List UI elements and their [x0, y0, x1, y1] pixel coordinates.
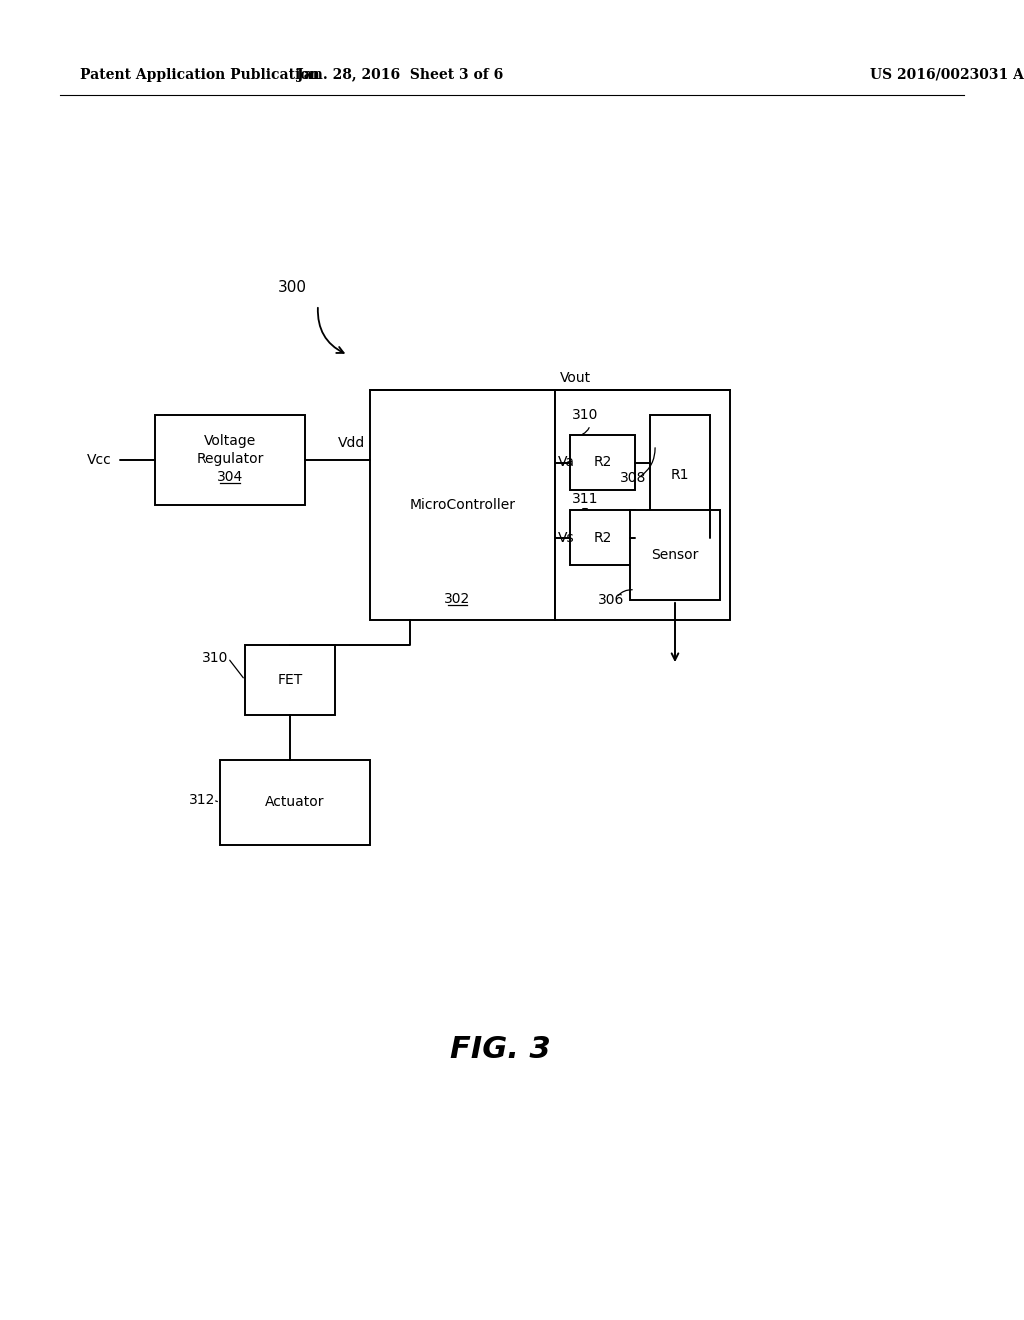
Text: R2: R2: [593, 455, 611, 470]
Bar: [370, 389, 555, 620]
Text: Voltage
Regulator: Voltage Regulator: [197, 434, 264, 466]
Bar: [630, 510, 720, 601]
Text: 310: 310: [572, 408, 598, 422]
Bar: [555, 389, 730, 620]
Text: Vout: Vout: [560, 371, 591, 385]
Text: 308: 308: [620, 471, 646, 484]
Text: 304: 304: [217, 470, 243, 484]
Text: R2: R2: [593, 531, 611, 544]
Text: Vs: Vs: [558, 531, 574, 544]
Text: 302: 302: [444, 591, 471, 606]
Text: 306: 306: [598, 593, 625, 607]
Text: Va: Va: [558, 455, 575, 470]
Text: US 2016/0023031 A1: US 2016/0023031 A1: [870, 69, 1024, 82]
Text: Sensor: Sensor: [651, 548, 698, 562]
Text: 312: 312: [188, 793, 215, 807]
Text: 300: 300: [278, 281, 307, 296]
Bar: [155, 414, 305, 506]
Text: Patent Application Publication: Patent Application Publication: [80, 69, 319, 82]
FancyArrowPatch shape: [583, 428, 589, 434]
Text: FIG. 3: FIG. 3: [450, 1035, 550, 1064]
Bar: [570, 510, 635, 565]
Text: 310: 310: [202, 651, 228, 665]
Text: Actuator: Actuator: [265, 796, 325, 809]
FancyArrowPatch shape: [640, 447, 655, 477]
FancyArrowPatch shape: [317, 308, 344, 352]
Text: Vcc: Vcc: [87, 453, 112, 467]
Text: Vdd: Vdd: [338, 436, 365, 450]
Text: MicroController: MicroController: [410, 498, 515, 512]
Text: Jan. 28, 2016  Sheet 3 of 6: Jan. 28, 2016 Sheet 3 of 6: [297, 69, 503, 82]
Bar: [650, 414, 710, 535]
Text: FET: FET: [278, 673, 303, 686]
Text: 311: 311: [572, 492, 598, 506]
Bar: [245, 645, 335, 715]
Bar: [220, 760, 370, 845]
Text: R1: R1: [671, 469, 689, 482]
FancyArrowPatch shape: [229, 660, 244, 677]
FancyArrowPatch shape: [617, 590, 632, 595]
Bar: [570, 436, 635, 490]
